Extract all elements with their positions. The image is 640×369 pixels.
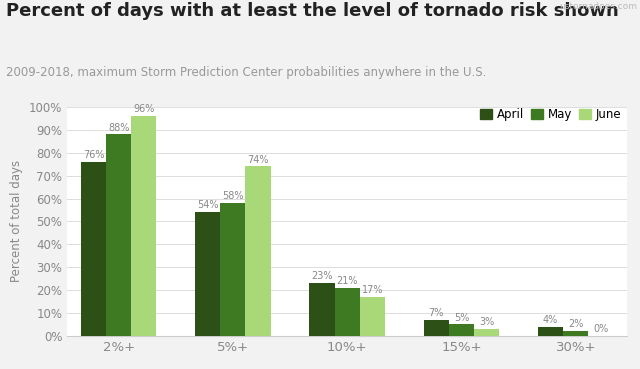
Text: 74%: 74% xyxy=(247,155,269,165)
Bar xyxy=(538,327,563,336)
Text: 88%: 88% xyxy=(108,123,129,132)
Legend: April, May, June: April, May, June xyxy=(480,108,621,121)
Bar xyxy=(246,166,271,336)
Bar xyxy=(335,288,360,336)
Bar xyxy=(449,324,474,336)
Text: 0%: 0% xyxy=(593,324,609,334)
Text: Percent of days with at least the level of tornado risk shown: Percent of days with at least the level … xyxy=(6,2,619,20)
Bar xyxy=(131,116,156,336)
Text: 2%: 2% xyxy=(568,320,584,330)
Bar xyxy=(81,162,106,336)
Bar xyxy=(195,212,220,336)
Text: 2009-2018, maximum Storm Prediction Center probabilities anywhere in the U.S.: 2009-2018, maximum Storm Prediction Cent… xyxy=(6,66,487,79)
Bar xyxy=(220,203,246,336)
Text: ustornadoes.com: ustornadoes.com xyxy=(559,2,637,11)
Text: 5%: 5% xyxy=(454,313,469,323)
Bar xyxy=(563,331,588,336)
Text: 17%: 17% xyxy=(362,285,383,295)
Text: 54%: 54% xyxy=(197,200,218,210)
Bar xyxy=(310,283,335,336)
Text: 4%: 4% xyxy=(543,315,558,325)
Text: 96%: 96% xyxy=(133,104,154,114)
Text: 23%: 23% xyxy=(311,271,333,281)
Text: 21%: 21% xyxy=(337,276,358,286)
Text: 3%: 3% xyxy=(479,317,494,327)
Y-axis label: Percent of total days: Percent of total days xyxy=(10,161,24,282)
Bar xyxy=(360,297,385,336)
Text: 7%: 7% xyxy=(429,308,444,318)
Bar xyxy=(424,320,449,336)
Text: 58%: 58% xyxy=(222,191,244,201)
Bar xyxy=(106,134,131,336)
Bar xyxy=(474,329,499,336)
Text: 76%: 76% xyxy=(83,150,104,160)
